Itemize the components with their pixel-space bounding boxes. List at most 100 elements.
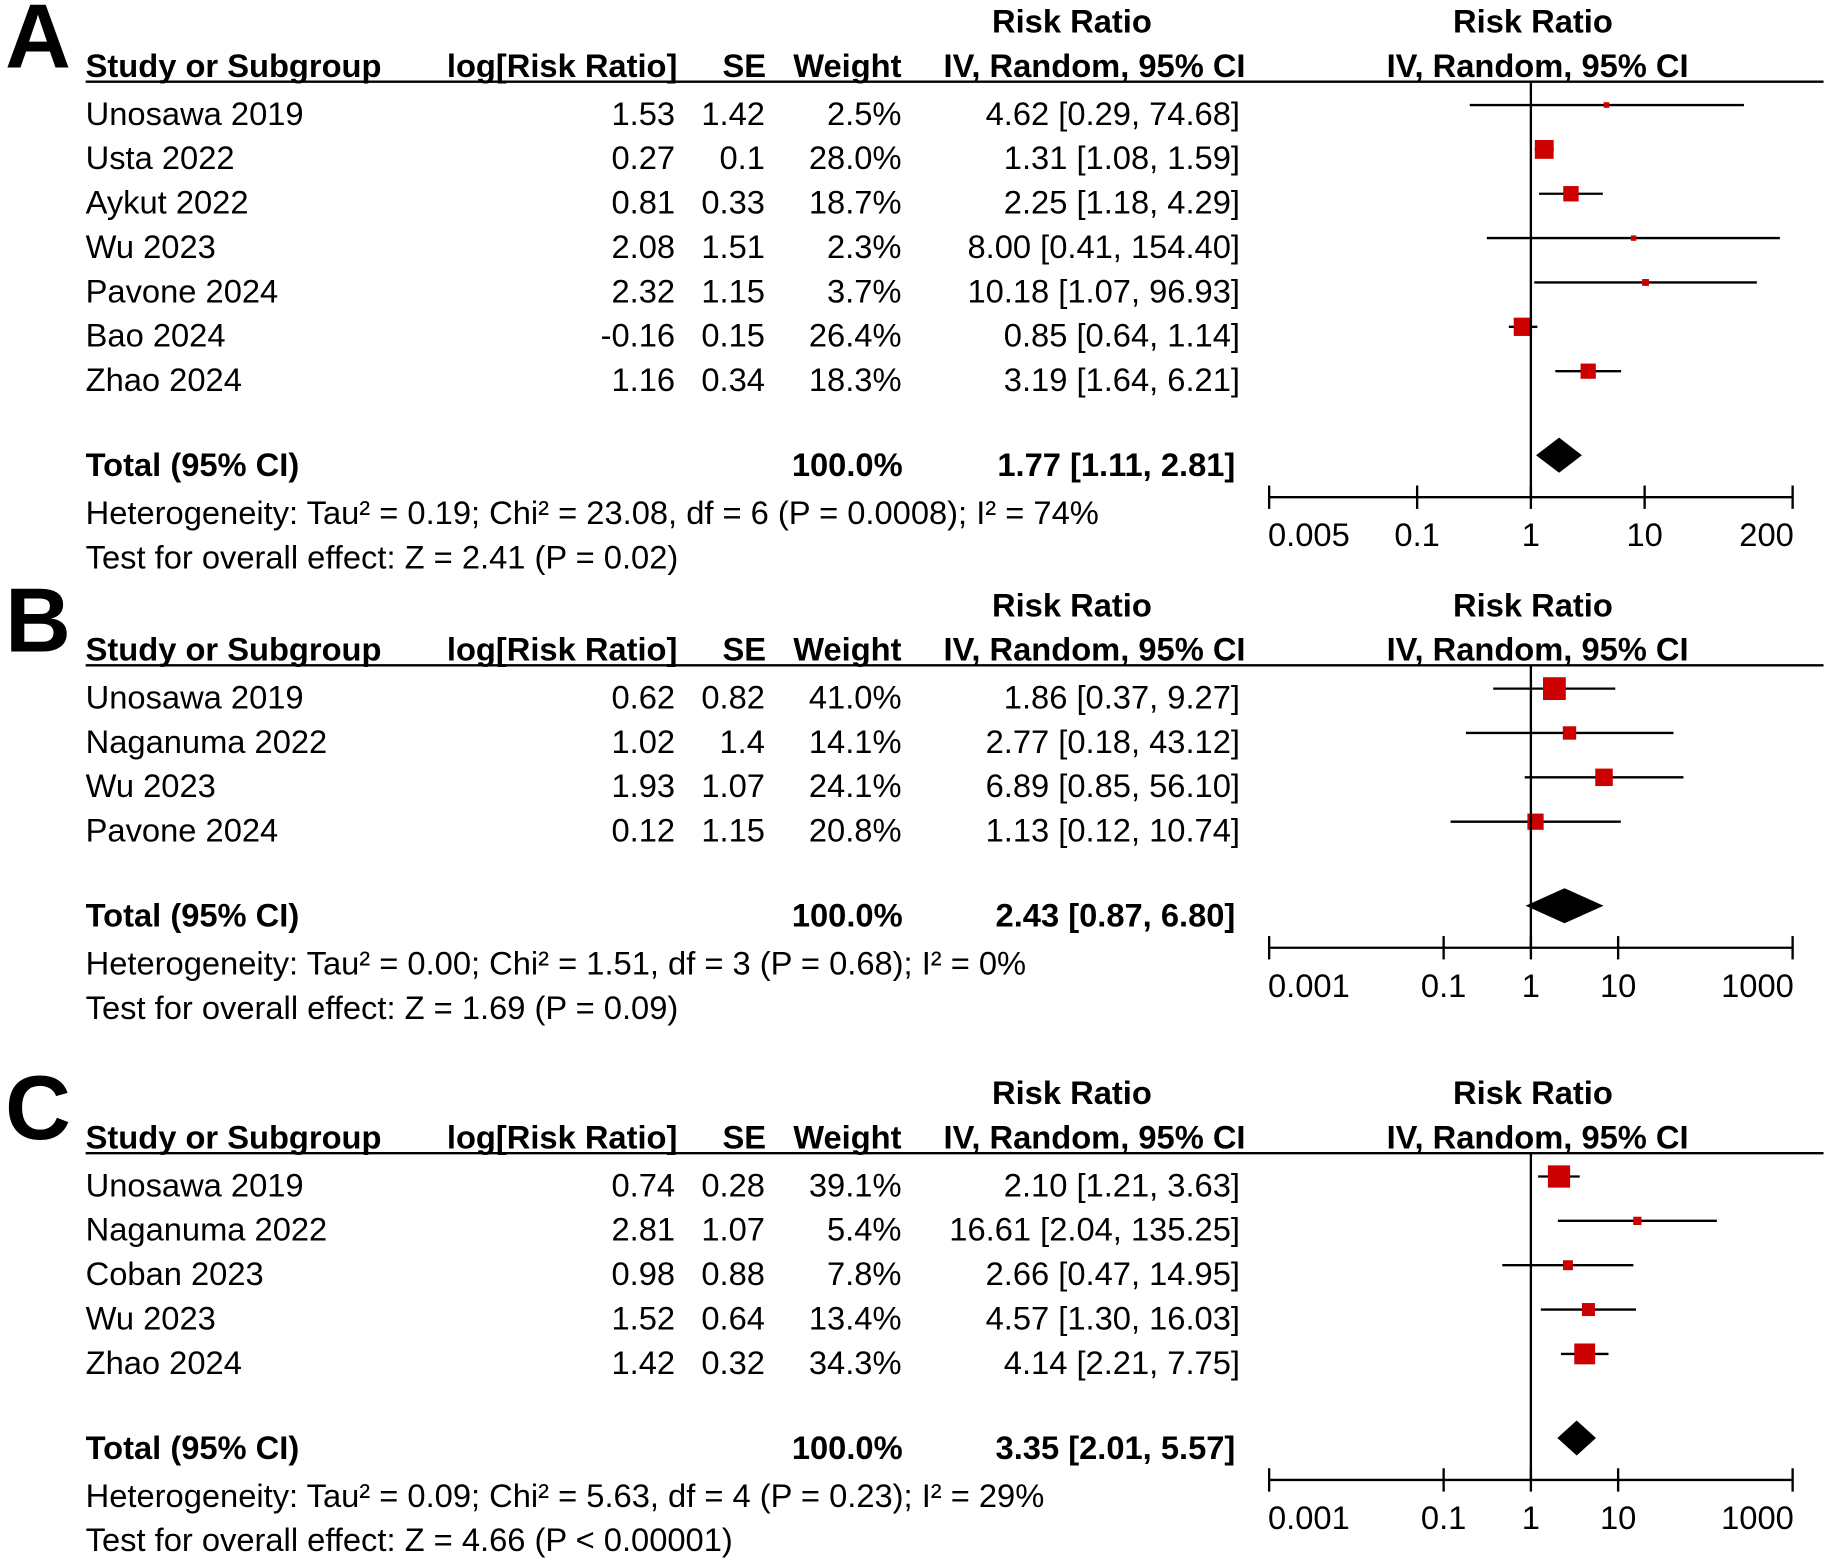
panel-c-header-method: IV, Random, 95% CI xyxy=(944,1118,1246,1155)
panel-a-header-study: Study or Subgroup xyxy=(86,47,382,84)
panel-b-group-title: Risk Ratio xyxy=(992,586,1152,623)
panel-b-total-ci-label: 2.43 [0.87, 6.80] xyxy=(996,897,1236,934)
panel-b-header-se: SE xyxy=(723,631,767,668)
panel-a-study-2-se: 0.1 xyxy=(720,139,765,176)
panel-c-study-3-ci-label: 2.66 [0.47, 14.95] xyxy=(986,1255,1240,1292)
panel-c-study-4-se: 0.64 xyxy=(701,1299,765,1336)
panel-a-study-7-weight: 18.3% xyxy=(809,361,902,398)
panel-a-study-2-log-rr: 0.27 xyxy=(611,139,675,176)
panel-a-study-7-log-rr: 1.16 xyxy=(611,361,675,398)
panel-a-study-6-row: Bao 2024 -0.16 0.15 26.4% 0.85 [0.64, 1.14] xyxy=(86,317,1538,354)
panel-c-study-4-name: Wu 2023 xyxy=(86,1299,216,1336)
panel-a-study-4-log-rr: 2.08 xyxy=(611,228,675,265)
panel-c-study-4-marker xyxy=(1581,1303,1595,1317)
panel-c-study-5-log-rr: 1.42 xyxy=(611,1344,675,1381)
panel-c-study-3-row: Coban 2023 0.98 0.88 7.8% 2.66 [0.47, 14.95] xyxy=(86,1255,1634,1292)
panel-a-study-7-marker xyxy=(1580,363,1596,379)
panel-b-study-4-ci-label: 1.13 [0.12, 10.74] xyxy=(986,812,1240,849)
panel-b-overall-effect: Test for overall effect: Z = 1.69 (P = 0… xyxy=(86,989,679,1026)
panel-a-tick-label-3: 10 xyxy=(1626,516,1662,553)
panel-b-study-4-log-rr: 0.12 xyxy=(611,812,675,849)
panel-a-study-7-row: Zhao 2024 1.16 0.34 18.3% 3.19 [1.64, 6.21] xyxy=(86,361,1622,398)
panel-c-heterogeneity: Heterogeneity: Tau² = 0.09; Chi² = 5.63,… xyxy=(86,1477,1045,1514)
panel-a-study-5-name: Pavone 2024 xyxy=(86,272,279,309)
panel-a-study-4-row: Wu 2023 2.08 1.51 2.3% 8.00 [0.41, 154.40] xyxy=(86,228,1780,265)
panel-b-study-4-weight: 20.8% xyxy=(809,812,902,849)
panel-a-letter: A xyxy=(5,0,71,88)
panel-b-header-plot-method: IV, Random, 95% CI xyxy=(1387,631,1689,668)
panel-a-study-6-marker xyxy=(1513,317,1533,336)
panel-c-study-2-marker xyxy=(1633,1216,1642,1225)
panel-a-study-1-log-rr: 1.53 xyxy=(611,95,675,132)
panel-a-header-weight: Weight xyxy=(793,47,901,84)
panel-b-study-3-log-rr: 1.93 xyxy=(611,767,675,804)
panel-a-study-1-weight: 2.5% xyxy=(827,95,901,132)
panel-a-heterogeneity: Heterogeneity: Tau² = 0.19; Chi² = 23.08… xyxy=(86,494,1099,531)
panel-b-header-weight: Weight xyxy=(793,631,901,668)
panel-c-letter: C xyxy=(5,1058,71,1159)
panel-a-study-1-row: Unosawa 2019 1.53 1.42 2.5% 4.62 [0.29, 74.6… xyxy=(86,95,1744,132)
panel-c-total-weight: 100.0% xyxy=(792,1429,903,1466)
panel-b-study-2-weight: 14.1% xyxy=(809,723,902,760)
panel-c-total-label: Total (95% CI) xyxy=(86,1429,300,1466)
panel-c-study-1-name: Unosawa 2019 xyxy=(86,1166,304,1203)
panel-b-study-2-marker xyxy=(1562,726,1577,740)
panel-b-study-2-name: Naganuma 2022 xyxy=(86,723,328,760)
panel-c: C Risk Ratio Risk Ratio Study or Subgroup lo… xyxy=(5,1058,1824,1558)
panel-a-study-6-ci-label: 0.85 [0.64, 1.14] xyxy=(1004,317,1240,354)
panel-c-study-4-weight: 13.4% xyxy=(809,1299,902,1336)
panel-b-tick-label-2: 1 xyxy=(1522,967,1540,1004)
panel-b-study-2-ci-label: 2.77 [0.18, 43.12] xyxy=(986,723,1240,760)
panel-a-study-6-weight: 26.4% xyxy=(809,317,902,354)
panel-b-tick-label-1: 0.1 xyxy=(1421,967,1466,1004)
panel-b-study-1-weight: 41.0% xyxy=(809,678,902,715)
panel-b-study-1-log-rr: 0.62 xyxy=(611,678,675,715)
panel-c-study-5-marker xyxy=(1574,1343,1596,1365)
panel-a-tick-label-1: 0.1 xyxy=(1394,516,1439,553)
panel-b-header-method: IV, Random, 95% CI xyxy=(944,631,1246,668)
panel-a-study-7-se: 0.34 xyxy=(701,361,765,398)
panel-a-study-4-ci-label: 8.00 [0.41, 154.40] xyxy=(967,228,1239,265)
panel-c-study-4-log-rr: 1.52 xyxy=(611,1299,675,1336)
panel-b-study-1-ci-label: 1.86 [0.37, 9.27] xyxy=(1004,678,1240,715)
panel-a-study-3-name: Aykut 2022 xyxy=(86,184,249,221)
panel-a-study-4-se: 1.51 xyxy=(701,228,765,265)
panel-a-study-5-weight: 3.7% xyxy=(827,272,901,309)
panel-a-tick-label-0: 0.005 xyxy=(1268,516,1350,553)
panel-a-study-5-ci-label: 10.18 [1.07, 96.93] xyxy=(967,272,1239,309)
panel-c-group-title: Risk Ratio xyxy=(992,1074,1152,1111)
panel-c-study-3-log-rr: 0.98 xyxy=(611,1255,675,1292)
panel-a-header-method: IV, Random, 95% CI xyxy=(944,47,1246,84)
panel-b-heterogeneity: Heterogeneity: Tau² = 0.00; Chi² = 1.51,… xyxy=(86,945,1026,982)
panel-a-study-6-se: 0.15 xyxy=(701,317,765,354)
panel-a-header-plot-method: IV, Random, 95% CI xyxy=(1387,47,1689,84)
panel-b: B Risk Ratio Risk Ratio Study or Subgroup lo… xyxy=(5,570,1824,1026)
panel-c-study-3-weight: 7.8% xyxy=(827,1255,901,1292)
panel-a-study-3-se: 0.33 xyxy=(701,184,765,221)
panel-a-study-3-log-rr: 0.81 xyxy=(611,184,675,221)
panel-b-tick-label-0: 0.001 xyxy=(1268,967,1350,1004)
panel-a-study-5-se: 1.15 xyxy=(701,272,765,309)
panel-c-header-log-rr: log[Risk Ratio] xyxy=(447,1118,678,1155)
panel-a-study-1-ci-label: 4.62 [0.29, 74.68] xyxy=(986,95,1240,132)
panel-c-study-5-weight: 34.3% xyxy=(809,1344,902,1381)
panel-c-study-2-name: Naganuma 2022 xyxy=(86,1211,328,1248)
panel-a-study-6-name: Bao 2024 xyxy=(86,317,226,354)
panel-b-total-label: Total (95% CI) xyxy=(86,897,300,934)
panel-c-study-2-se: 1.07 xyxy=(701,1211,765,1248)
panel-c-study-2-ci-label: 16.61 [2.04, 135.25] xyxy=(949,1211,1240,1248)
panel-c-tick-label-3: 10 xyxy=(1600,1499,1636,1536)
panel-b-study-3-marker xyxy=(1595,768,1613,787)
panel-c-study-5-row: Zhao 2024 1.42 0.32 34.3% 4.14 [2.21, 7.75] xyxy=(86,1343,1609,1381)
panel-a-study-3-row: Aykut 2022 0.81 0.33 18.7% 2.25 [1.18, 4.29] xyxy=(86,184,1603,221)
panel-b-study-1-marker xyxy=(1543,677,1566,701)
panel-a-study-3-marker xyxy=(1563,186,1579,202)
panel-a-tick-label-2: 1 xyxy=(1522,516,1540,553)
panel-b-total-diamond xyxy=(1525,888,1604,924)
panel-b-header-log-rr: log[Risk Ratio] xyxy=(447,631,678,668)
panel-a-study-2-row: Usta 2022 0.27 0.1 28.0% 1.31 [1.08, 1.59] xyxy=(86,139,1554,176)
panel-a-study-3-weight: 18.7% xyxy=(809,184,902,221)
panel-c-study-2-row: Naganuma 2022 2.81 1.07 5.4% 16.61 [2.04, 13… xyxy=(86,1211,1717,1248)
panel-a-study-4-weight: 2.3% xyxy=(827,228,901,265)
panel-b-letter: B xyxy=(5,570,71,671)
